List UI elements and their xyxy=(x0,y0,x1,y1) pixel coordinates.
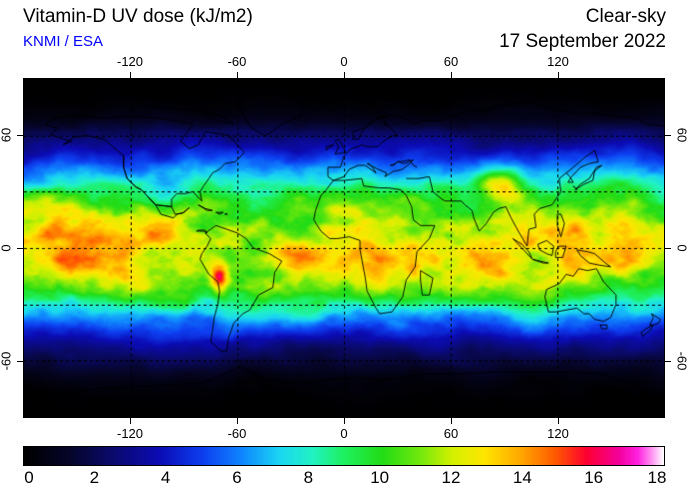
y-axis-tick-label: -60 xyxy=(0,351,14,371)
page-title: Vitamin-D UV dose (kJ/m2) xyxy=(23,6,253,27)
colorbar-tick-label: 2 xyxy=(89,468,100,487)
colorbar-tick-label: 8 xyxy=(303,468,314,487)
date-label: 17 September 2022 xyxy=(499,31,666,52)
x-axis-tick-label: 0 xyxy=(340,426,348,441)
x-axis-tick-label: -60 xyxy=(227,426,247,441)
y-axis-tick-label: 60 xyxy=(674,127,688,142)
y-axis-tick xyxy=(665,248,671,249)
colorbar-tick-label: 10 xyxy=(370,468,390,487)
x-axis-tick xyxy=(237,72,238,78)
y-axis-tick-label: 0 xyxy=(674,244,688,252)
x-axis-tick-label: 0 xyxy=(340,54,348,69)
x-axis-tick xyxy=(344,418,345,424)
colorbar-tick-label: 14 xyxy=(512,468,532,487)
x-axis-tick-label: -60 xyxy=(227,54,247,69)
x-axis-tick xyxy=(558,418,559,424)
sky-condition-label: Clear-sky xyxy=(585,6,666,27)
y-axis-tick xyxy=(17,248,23,249)
y-axis-tick xyxy=(17,134,23,136)
colorbar-tick-label: 4 xyxy=(160,468,171,487)
x-axis-tick xyxy=(558,72,559,78)
colorbar-gradient xyxy=(24,447,664,465)
colorbar-tick-label: 16 xyxy=(584,468,604,487)
y-axis-tick xyxy=(665,134,671,136)
x-axis-tick xyxy=(130,418,131,424)
x-axis-tick xyxy=(451,72,452,78)
colorbar-tick-label: 12 xyxy=(441,468,461,487)
colorbar-tick-label: 18 xyxy=(647,468,667,487)
x-axis-tick-label: 60 xyxy=(443,426,459,441)
x-axis-tick-label: 120 xyxy=(547,54,569,69)
x-axis-tick xyxy=(344,72,345,78)
colorbar-tick-label: 6 xyxy=(232,468,242,487)
credit-label: KNMI / ESA xyxy=(23,33,104,50)
x-axis-tick xyxy=(130,72,131,78)
y-axis-tick-label: -60 xyxy=(674,351,688,371)
x-axis-tick xyxy=(451,418,452,424)
x-axis-tick-label: 120 xyxy=(547,426,569,441)
map-plot-area xyxy=(23,78,665,418)
y-axis-tick-label: 60 xyxy=(0,127,14,142)
map-heatmap-canvas xyxy=(24,79,664,417)
colorbar-tick-label: 0 xyxy=(24,468,34,487)
y-axis-tick xyxy=(665,361,671,363)
x-axis-tick-label: -120 xyxy=(116,54,144,69)
x-axis-tick-label: 60 xyxy=(443,54,459,69)
x-axis-tick-label: -120 xyxy=(116,426,144,441)
y-axis-tick-label: 0 xyxy=(0,244,14,252)
colorbar xyxy=(23,446,665,466)
y-axis-tick xyxy=(17,361,23,363)
x-axis-tick xyxy=(237,418,238,424)
